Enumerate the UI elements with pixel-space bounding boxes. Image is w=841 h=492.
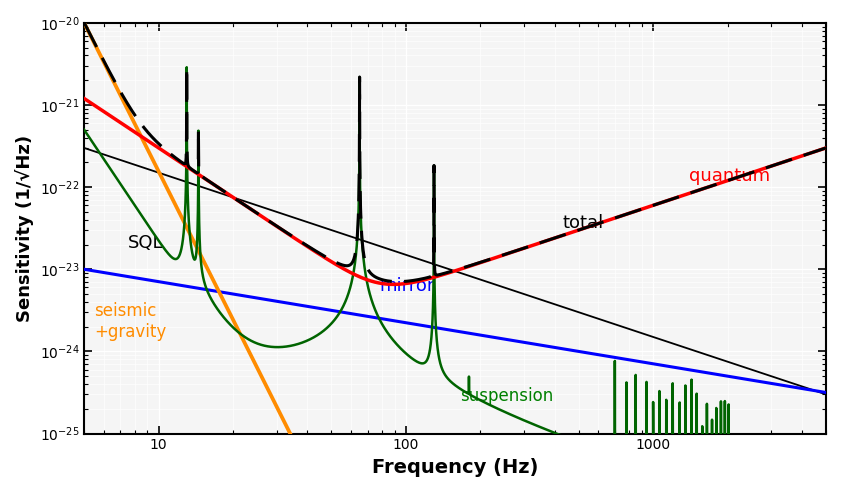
Text: quantum: quantum <box>690 167 770 184</box>
Y-axis label: Sensitivity (1/√Hz): Sensitivity (1/√Hz) <box>15 135 34 322</box>
Text: mirror: mirror <box>379 277 435 295</box>
X-axis label: Frequency (Hz): Frequency (Hz) <box>372 458 538 477</box>
Text: SQL: SQL <box>128 234 163 252</box>
Text: seismic
+gravity: seismic +gravity <box>94 302 167 341</box>
Text: suspension: suspension <box>460 387 553 405</box>
Text: total: total <box>563 214 604 232</box>
